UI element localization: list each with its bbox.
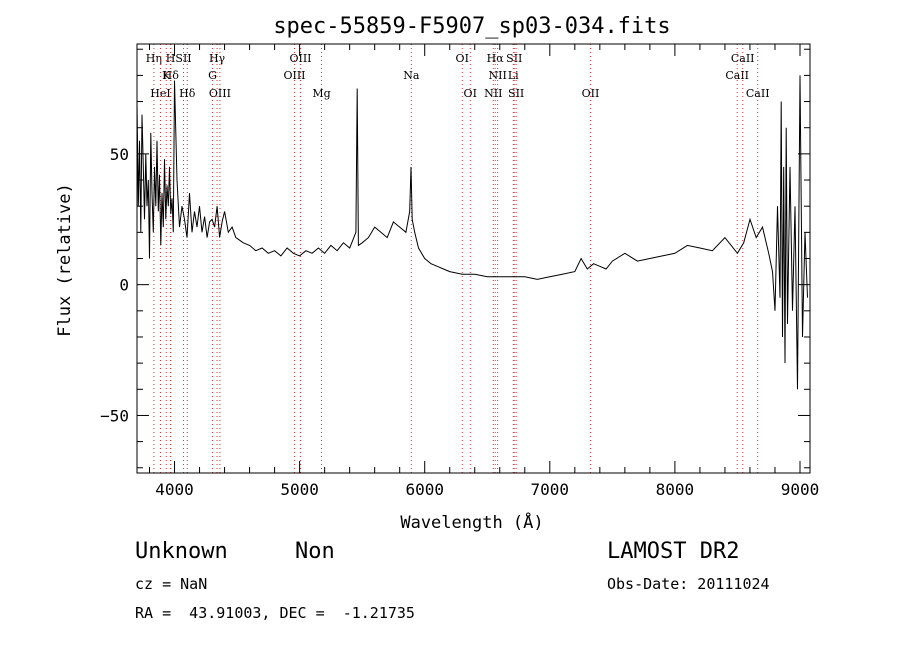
spectral-line-label: Hη — [146, 52, 162, 65]
redshift-text: cz = NaN — [135, 575, 208, 593]
spectral-line-label: NII — [484, 87, 502, 100]
x-tick-label: 8000 — [656, 480, 695, 499]
spectral-line-label: CaII — [725, 69, 749, 82]
spectral-line-label: G — [208, 69, 217, 82]
x-axis-label: Wavelength (Å) — [400, 511, 543, 533]
x-tick-label: 6000 — [405, 480, 444, 499]
spectral-line-label: K — [162, 69, 171, 82]
obs-date-text: Obs-Date: 20111024 — [607, 575, 770, 593]
spectral-line-label: CaII — [746, 87, 770, 100]
y-tick-label: −50 — [100, 406, 129, 425]
spectral-line-label: Hγ — [209, 52, 226, 65]
subclass-label: Non — [295, 539, 335, 564]
spectral-line-label: Hδ — [163, 69, 180, 82]
class-label: Unknown — [135, 539, 228, 564]
y-tick-label: 0 — [119, 276, 129, 295]
x-tick-label: 7000 — [531, 480, 570, 499]
spectral-line-label: OIII — [209, 87, 231, 100]
y-tick-label: 50 — [110, 145, 129, 164]
spectral-line-label: H — [166, 52, 176, 65]
spectral-line-label: OII — [582, 87, 600, 100]
spectral-line-label: Na — [403, 69, 420, 82]
spectral-line-label: OIII — [283, 69, 305, 82]
spectral-line-label: CaII — [731, 52, 755, 65]
spectral-line-label: OI — [456, 52, 469, 65]
x-tick-label: 5000 — [280, 480, 319, 499]
spectral-line-label: NII — [488, 69, 506, 82]
x-tick-label: 9000 — [781, 480, 820, 499]
spectrum-line — [136, 75, 808, 390]
spectral-line-label: OI — [464, 87, 477, 100]
spectral-line-label: OIII — [289, 52, 311, 65]
spectral-line-label: SII — [506, 52, 522, 65]
coordinates-text: RA = 43.91003, DEC = -1.21735 — [135, 604, 415, 622]
chart-title: spec-55859-F5907_sp03-034.fits — [273, 14, 670, 39]
spectral-line-label: Hδ — [179, 87, 196, 100]
spectral-line-label: Hα — [487, 52, 505, 65]
y-axis-label: Flux (relative) — [55, 183, 75, 337]
spectral-line-label: HeI — [150, 87, 170, 100]
spectral-line-label: Mg — [312, 87, 330, 100]
spectral-line-label: Li — [508, 69, 519, 82]
plot-frame — [136, 43, 811, 474]
survey-label: LAMOST DR2 — [607, 539, 740, 564]
spectral-line-label: SII — [175, 52, 191, 65]
spectral-line-label: SII — [508, 87, 524, 100]
x-tick-label: 4000 — [155, 480, 194, 499]
